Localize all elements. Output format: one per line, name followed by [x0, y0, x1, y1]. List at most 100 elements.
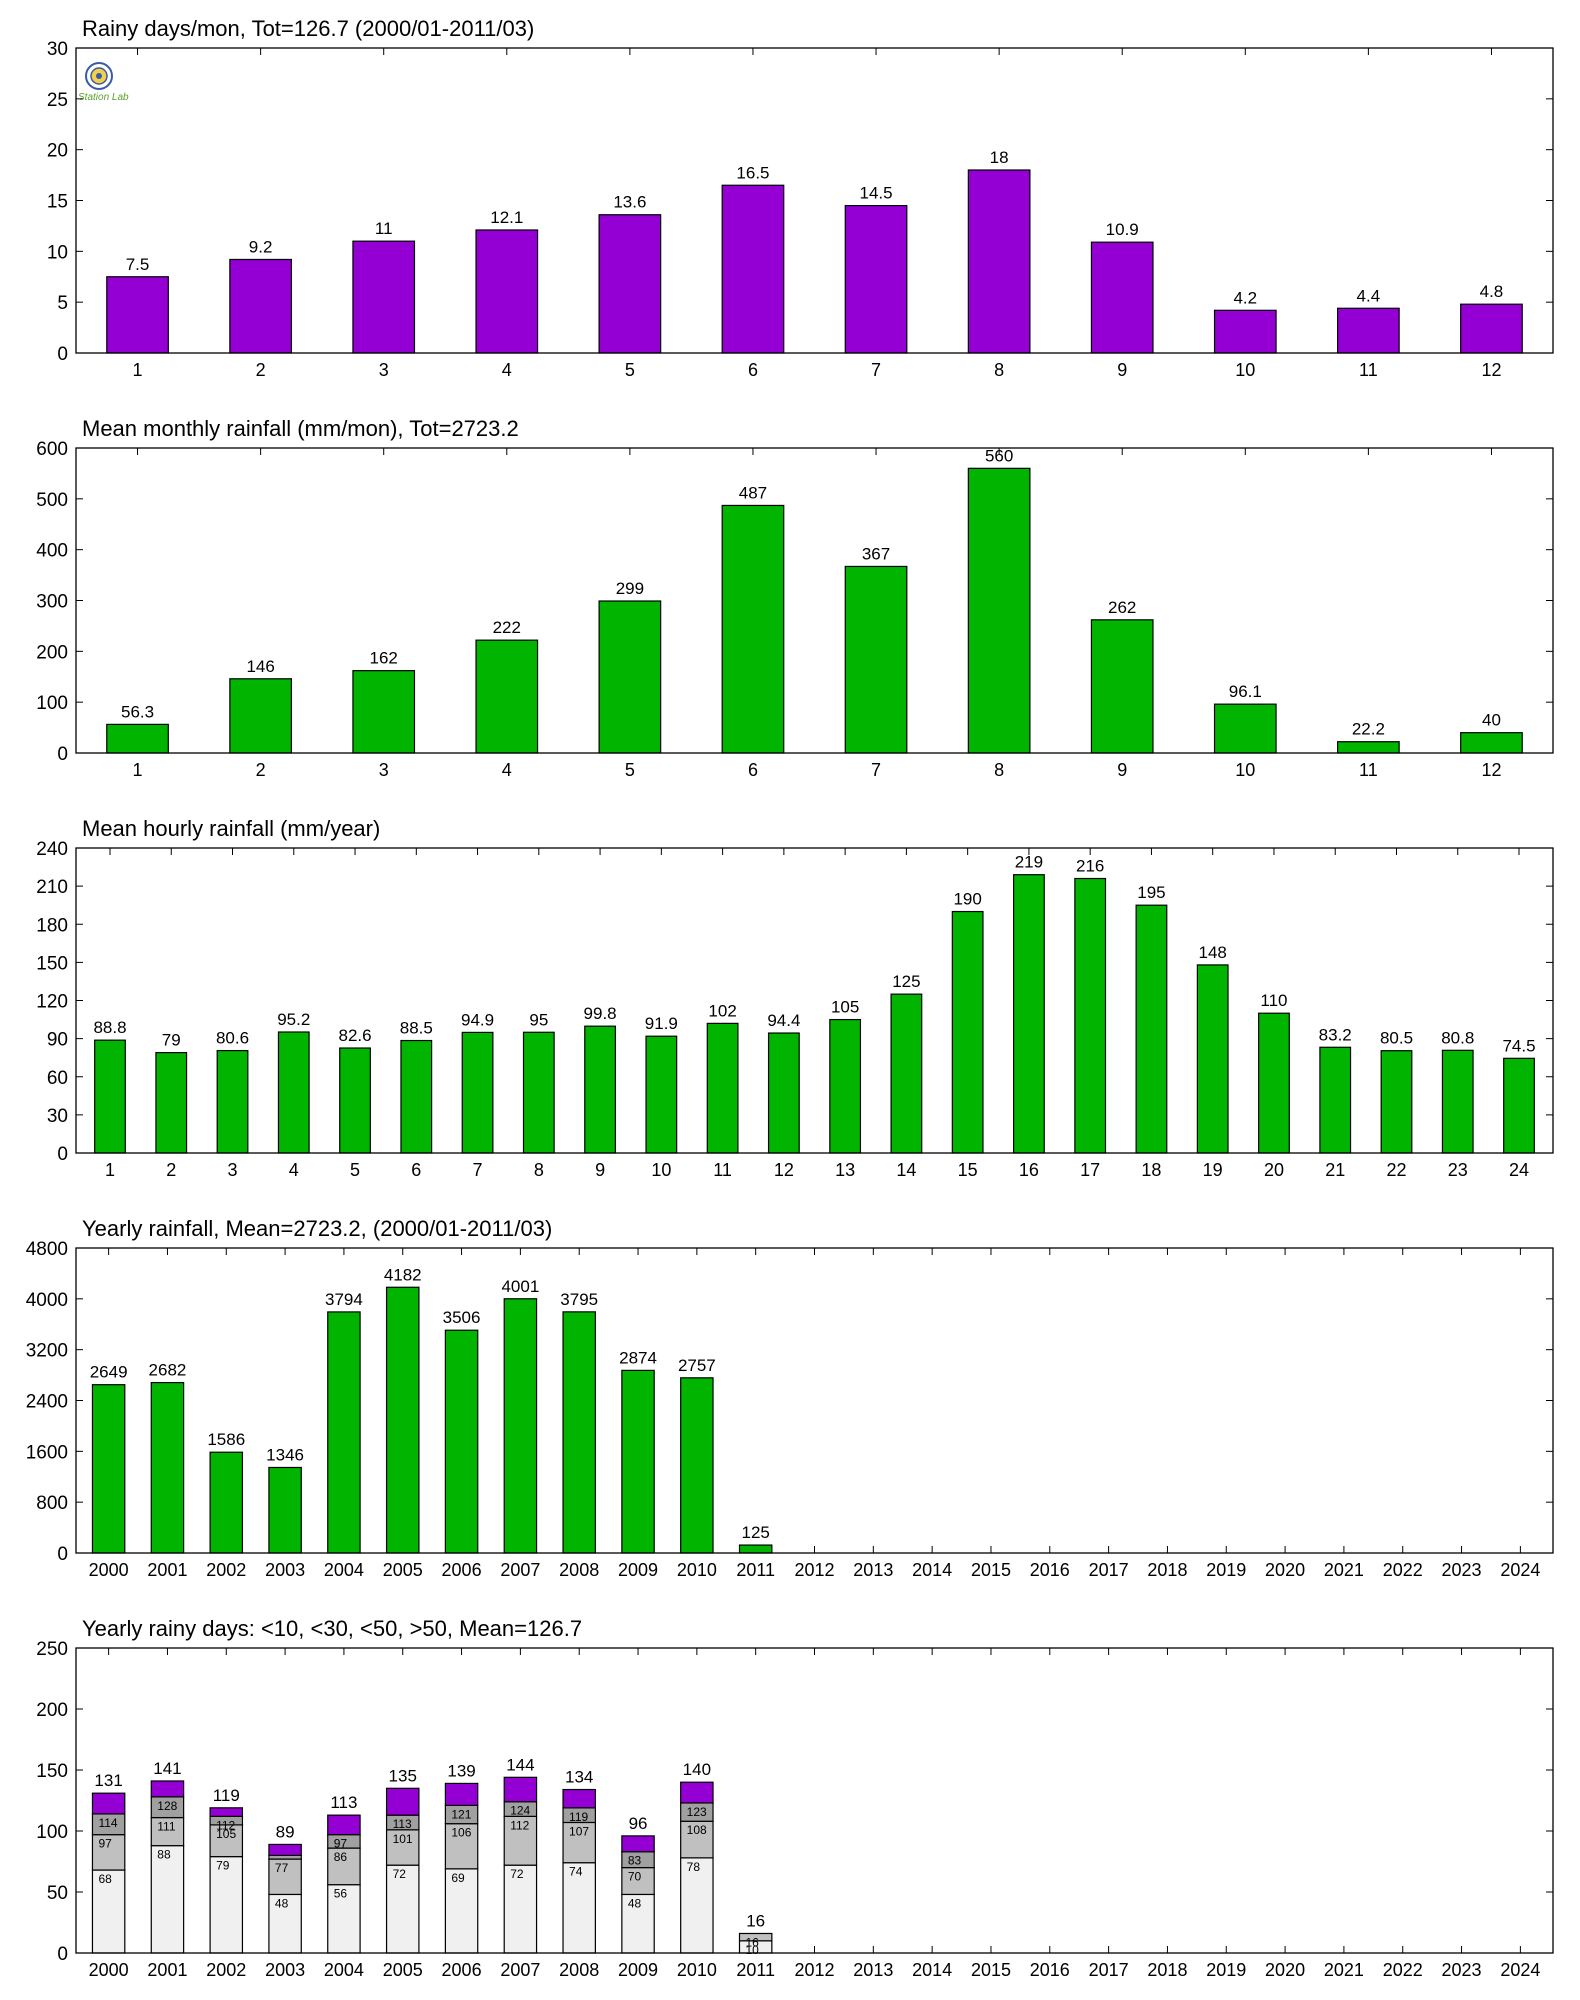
- x-tick-label: 2000: [89, 1560, 129, 1580]
- x-tick-label: 10: [651, 1160, 671, 1180]
- x-tick-label: 2023: [1442, 1560, 1482, 1580]
- bar: [209, 1451, 244, 1554]
- bar: [1337, 741, 1400, 754]
- stacked-bar-segment: [91, 1792, 126, 1815]
- y-tick-label: 15: [47, 192, 68, 213]
- bar-value-label: 99.8: [584, 1004, 617, 1023]
- segment-value-label: 107: [569, 1824, 589, 1838]
- x-tick-label: 3: [379, 760, 389, 780]
- bar-total-label: 144: [506, 1755, 534, 1774]
- x-tick-label: 1: [105, 1160, 115, 1180]
- x-tick-label: 2004: [324, 1560, 364, 1580]
- y-tick-label: 4800: [26, 1239, 68, 1260]
- y-tick-label: 2400: [26, 1392, 68, 1413]
- x-tick-label: 18: [1141, 1160, 1161, 1180]
- y-axis: 0 30 60 90 120 150 180 210 240: [36, 839, 1553, 1165]
- bar: [268, 1466, 302, 1554]
- x-tick-label: 2: [166, 1160, 176, 1180]
- chart-title: Mean monthly rainfall (mm/mon), Tot=2723…: [82, 416, 519, 441]
- segment-value-label: 119: [569, 1810, 588, 1824]
- x-tick-label: 2014: [912, 1960, 952, 1980]
- bar: [106, 723, 169, 754]
- stacked-bar-segment: [385, 1864, 420, 1954]
- bar: [1213, 309, 1277, 354]
- segment-value-label: 56: [334, 1887, 348, 1901]
- x-axis: 2000 2001 2002 2003 2004 2005 2006 2007 2008 2009…: [89, 1648, 1540, 1980]
- segment-value-label: 124: [510, 1804, 530, 1818]
- y-tick-label: 100: [36, 1822, 68, 1843]
- plot-frame: [75, 1247, 1554, 1554]
- stacked-bar-segment: [562, 1788, 596, 1809]
- bar: [621, 1369, 655, 1554]
- segment-value-label: 88: [157, 1848, 171, 1862]
- segment-value-label: 128: [157, 1799, 177, 1813]
- x-tick-label: 2: [256, 360, 266, 380]
- bar: [277, 1031, 310, 1154]
- bar: [1013, 874, 1045, 1154]
- y-tick-label: 400: [36, 541, 68, 562]
- y-axis: 0 50 100 150 200 250: [36, 1639, 1553, 1965]
- bar-value-label: 195: [1137, 883, 1165, 902]
- bar-total-label: 135: [389, 1766, 417, 1785]
- segment-value-label: 70: [628, 1870, 642, 1884]
- x-tick-label: 2019: [1206, 1960, 1246, 1980]
- bar-value-label: 82.6: [338, 1026, 371, 1045]
- x-tick-label: 23: [1448, 1160, 1468, 1180]
- x-tick-label: 2019: [1206, 1560, 1246, 1580]
- bar-total-label: 119: [213, 1786, 240, 1805]
- y-tick-label: 20: [47, 141, 68, 162]
- y-axis: 0 100 200 300 400 500 600: [36, 439, 1553, 765]
- x-tick-label: 2010: [677, 1560, 717, 1580]
- bar-value-label: 80.6: [216, 1029, 249, 1048]
- bar: [475, 639, 539, 754]
- x-tick-label: 16: [1019, 1160, 1039, 1180]
- x-tick-label: 4: [502, 360, 512, 380]
- x-tick-label: 2006: [442, 1960, 482, 1980]
- x-tick-label: 2008: [559, 1560, 599, 1580]
- x-tick-label: 2017: [1089, 1960, 1129, 1980]
- bar-value-label: 80.5: [1380, 1029, 1413, 1048]
- bar: [890, 993, 923, 1154]
- x-tick-label: 6: [748, 360, 758, 380]
- x-tick-label: 6: [748, 760, 758, 780]
- y-tick-label: 25: [47, 90, 68, 111]
- y-tick-label: 0: [57, 1544, 68, 1565]
- bar-value-label: 146: [246, 657, 274, 676]
- bar-value-label: 4.2: [1233, 288, 1257, 307]
- y-tick-label: 30: [47, 1106, 68, 1127]
- bar-value-label: 7.5: [126, 255, 150, 274]
- y-tick-label: 180: [36, 915, 68, 936]
- stacked-bar-segment: [503, 1815, 538, 1866]
- x-tick-label: 2018: [1147, 1560, 1187, 1580]
- bar-value-label: 162: [370, 649, 398, 668]
- mean-monthly-rainfall-chart: Mean monthly rainfall (mm/mon), Tot=2723…: [36, 416, 1554, 780]
- x-tick-label: 2013: [853, 1560, 893, 1580]
- bar-value-label: 18: [990, 148, 1009, 167]
- segment-value-label: 112: [510, 1818, 529, 1832]
- x-tick-label: 2017: [1089, 1560, 1129, 1580]
- bar-value-label: 80.8: [1441, 1028, 1474, 1047]
- bar: [522, 1031, 555, 1154]
- bar-value-label: 16.5: [736, 163, 769, 182]
- bar-value-label: 94.9: [461, 1010, 494, 1029]
- x-tick-label: 17: [1080, 1160, 1100, 1180]
- segment-value-label: 79: [216, 1859, 230, 1873]
- bar-value-label: 83.2: [1319, 1025, 1352, 1044]
- stacked-bar-segment: [91, 1834, 126, 1871]
- x-tick-label: 12: [774, 1160, 794, 1180]
- bars: 6897114131881111281417910511211948778956…: [91, 1755, 773, 1957]
- bar: [1135, 904, 1168, 1154]
- stacked-bar-segment: [327, 1884, 361, 1954]
- bar-value-label: 125: [741, 1523, 769, 1542]
- segment-value-label: 48: [275, 1896, 289, 1910]
- x-tick-label: 21: [1325, 1160, 1345, 1180]
- x-tick-label: 10: [1235, 360, 1255, 380]
- x-tick-label: 2024: [1500, 1960, 1540, 1980]
- bar-value-label: 9.2: [249, 237, 273, 256]
- bar-total-label: 139: [447, 1761, 475, 1780]
- bar: [91, 1384, 126, 1554]
- bar: [1090, 241, 1154, 354]
- bar-value-label: 2757: [678, 1356, 716, 1375]
- bar-value-label: 2874: [619, 1348, 657, 1367]
